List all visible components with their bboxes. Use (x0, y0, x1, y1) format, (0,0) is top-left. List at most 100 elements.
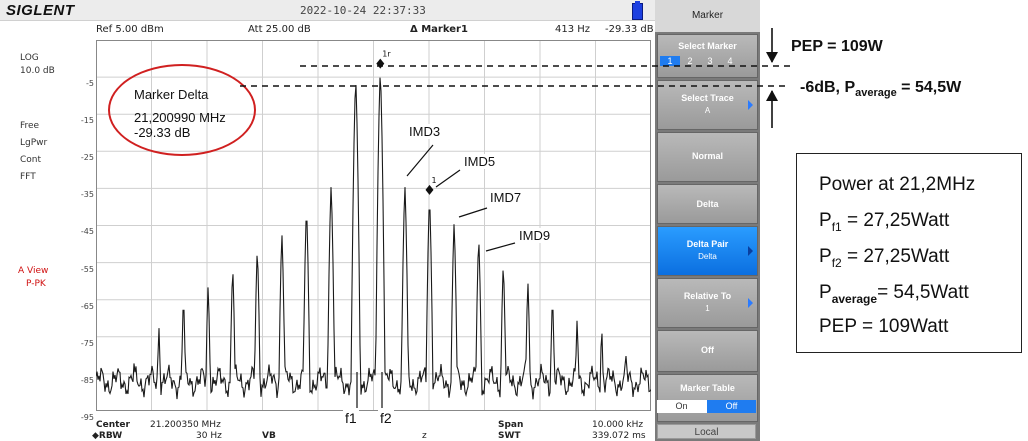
imd3-label: IMD3 (407, 124, 443, 139)
center-value: 21.200350 MHz (150, 420, 221, 430)
pavg-sub: average (831, 291, 878, 306)
attenuation: Att 25.00 dB (248, 24, 311, 35)
select-trace-label: Select Trace (681, 93, 734, 103)
y-tick-label: -15 (80, 116, 94, 126)
imd5-label: IMD5 (462, 154, 498, 169)
delta-button[interactable]: Delta (657, 184, 758, 224)
toggle-on[interactable]: On (675, 401, 688, 411)
pf1-sub: f1 (831, 219, 842, 234)
swt-label: SWT (498, 431, 521, 441)
top-status-bar: SIGLENT 2022-10-24 22:37:33 (0, 0, 655, 21)
relative-to-button[interactable]: Relative To 1 (657, 278, 758, 328)
y-tick-label: -85 (80, 375, 94, 385)
pf2-line: Pf2 = 27,25Watt (819, 246, 949, 270)
f1-label: f1 (343, 410, 359, 426)
marker-reference[interactable] (376, 58, 385, 69)
pavg-value: = 54,5Watt (877, 282, 969, 303)
y-tick-label: -95 (80, 412, 94, 422)
delta-pair-button[interactable]: Delta Pair Delta (657, 226, 758, 276)
sweep-mode: Cont (20, 155, 42, 165)
submenu-arrow-icon (748, 246, 753, 256)
average-label: -6dB, Paverage = 54,5W (800, 79, 961, 99)
delta-label: Delta (696, 199, 719, 209)
pf2-prefix: P (819, 246, 832, 267)
pavg-line: Paverage= 54,5Watt (819, 282, 969, 306)
trace-view: A View (18, 266, 49, 276)
marker-delta-freq: 21,200990 MHz (134, 110, 226, 125)
imd9-label: IMD9 (517, 228, 553, 243)
y-tick-label: -45 (80, 227, 94, 237)
pf2-sub: f2 (831, 255, 842, 270)
swt-value: 339.072 ms (592, 431, 646, 441)
marker-reference-label: 1r (382, 50, 391, 59)
y-tick-label: -25 (80, 153, 94, 163)
normal-button[interactable]: Normal (657, 132, 758, 182)
y-tick-label: -55 (80, 264, 94, 274)
softkey-panel: Marker Select Marker Select Trace A Norm… (655, 0, 760, 441)
y-tick-label: -65 (80, 301, 94, 311)
softkey-title: Marker (655, 0, 760, 32)
marker-1-option[interactable]: 1 (660, 56, 680, 66)
y-tick-label: -75 (80, 338, 94, 348)
avg-prefix: -6dB, P (800, 79, 856, 96)
span-value: 10.000 kHz (592, 420, 644, 430)
relative-to-value: 1 (705, 304, 710, 313)
imd7-label: IMD7 (488, 190, 524, 205)
datetime: 2022-10-24 22:37:33 (300, 4, 426, 17)
off-label: Off (701, 345, 714, 355)
marker-1-label: 1 (432, 176, 437, 185)
span-label: Span (498, 420, 524, 430)
pf2-value: = 27,25Watt (841, 246, 950, 267)
local-button[interactable]: Local (657, 424, 756, 439)
rbw-label: ◆RBW (92, 431, 123, 441)
avg-arrow-icon (766, 90, 778, 128)
delta-pair-label: Delta Pair (686, 239, 729, 249)
marker-delta-title: Marker Delta (134, 87, 209, 102)
off-button[interactable]: Off (657, 330, 758, 372)
pavg-prefix: P (819, 282, 832, 303)
toggle-off[interactable]: Off (707, 400, 756, 413)
pep-line: PEP = 109Watt (819, 316, 949, 337)
power-title: Power at 21,2MHz (819, 174, 976, 195)
brand-logo: SIGLENT (6, 2, 75, 19)
marker-2-option[interactable]: 2 (687, 56, 693, 66)
trigger-free: Free (20, 121, 40, 131)
marker-table-toggle: On Off (657, 400, 756, 413)
ref-level: Ref 5.00 dBm (96, 24, 164, 35)
avg-suffix: = 54,5W (896, 79, 962, 96)
y-tick-label: -35 (80, 190, 94, 200)
vbw-value: z (422, 431, 427, 441)
vbw-label: VB (262, 431, 276, 441)
detector: P-PK (26, 279, 46, 289)
center-label: Center (96, 420, 130, 430)
delta-pair-value: Delta (698, 252, 717, 261)
spectrum-trace (96, 77, 651, 400)
marker-table-label: Marker Table (680, 383, 735, 393)
marker-delta-highlight (108, 64, 256, 156)
pf1-prefix: P (819, 210, 832, 231)
marker-3-option[interactable]: 3 (707, 56, 713, 66)
scale-type: LOG (20, 53, 39, 63)
marker-4-option[interactable]: 4 (727, 56, 733, 66)
avg-sub: average (855, 87, 897, 100)
plot-border (96, 40, 651, 411)
marker-freq: 413 Hz (555, 24, 591, 35)
normal-label: Normal (691, 151, 723, 161)
avg-type: LgPwr (20, 138, 48, 148)
marker-table-button[interactable]: Marker Table (657, 374, 758, 422)
f2-label: f2 (378, 410, 394, 426)
y-tick-label: -5 (86, 79, 94, 88)
scale-div: 10.0 dB (20, 66, 55, 76)
relative-to-label: Relative To (683, 291, 732, 301)
power-summary-box: Power at 21,2MHz Pf1 = 27,25Watt Pf2 = 2… (796, 153, 1022, 353)
analyzer-screen: SIGLENT 2022-10-24 22:37:33 Ref 5.00 dBm… (0, 0, 760, 441)
marker-1[interactable] (425, 184, 434, 195)
submenu-arrow-icon (748, 100, 753, 110)
battery-icon (632, 1, 643, 20)
submenu-arrow-icon (748, 298, 753, 308)
pep-arrow-icon (766, 28, 778, 63)
select-trace-button[interactable]: Select Trace A (657, 80, 758, 130)
marker-delta-level: -29.33 dB (134, 125, 191, 140)
sweep-type: FFT (20, 172, 36, 182)
